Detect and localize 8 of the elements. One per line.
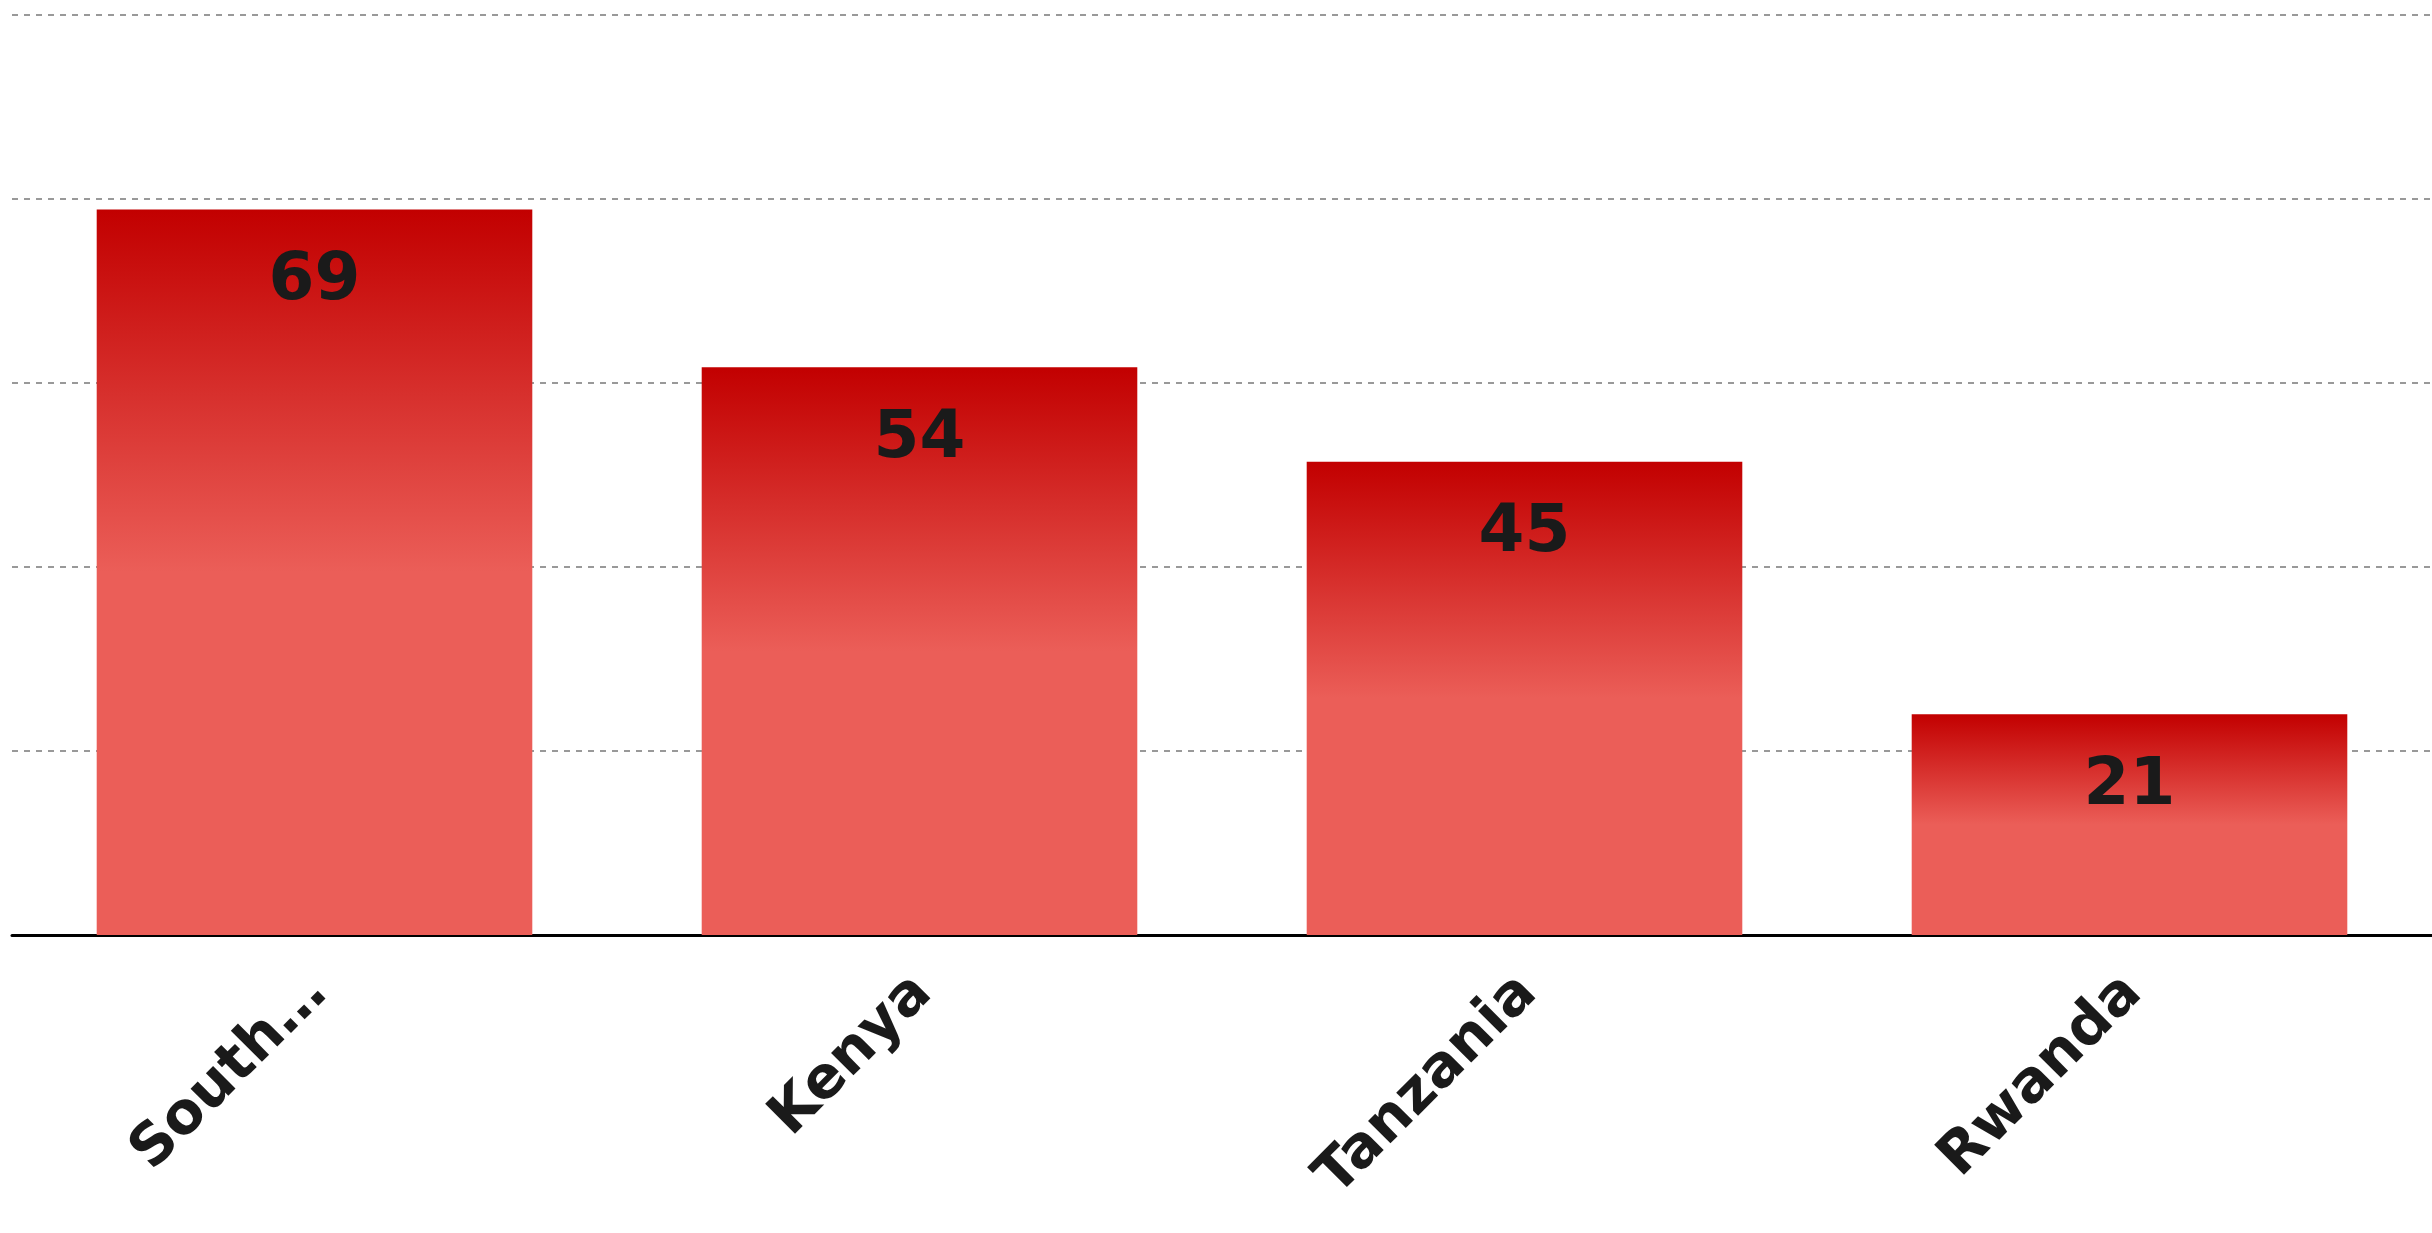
data-label: 54 <box>873 395 966 473</box>
data-label: 69 <box>268 238 361 316</box>
data-label: 45 <box>1478 490 1571 568</box>
bar <box>96 209 533 935</box>
data-label: 21 <box>2083 742 2176 820</box>
bar <box>1306 461 1743 935</box>
bar <box>701 367 1138 935</box>
bar <box>1911 714 2348 935</box>
